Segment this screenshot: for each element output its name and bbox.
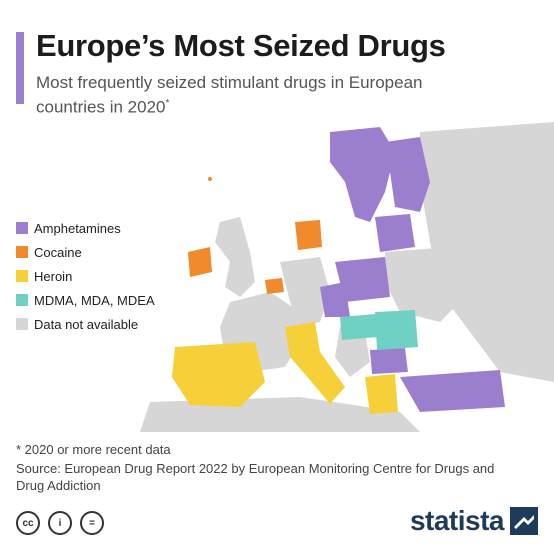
region-denmark: [295, 220, 322, 250]
region-poland: [335, 257, 390, 302]
ukraine-region: [385, 247, 470, 322]
attribution-icon[interactable]: i: [48, 511, 72, 535]
map-legend: Amphetamines Cocaine Heroin MDMA, MDA, M…: [16, 216, 155, 336]
legend-item: Amphetamines: [16, 216, 155, 240]
legend-item: MDMA, MDA, MDEA: [16, 288, 155, 312]
central-europe-region: [280, 257, 330, 327]
region-bulgaria: [370, 348, 408, 374]
legend-swatch: [16, 246, 28, 258]
footnote: * 2020 or more recent data: [16, 442, 171, 457]
no-derivatives-icon[interactable]: =: [80, 511, 104, 535]
region-iceland-dot: [208, 177, 212, 181]
license-icons: cc i =: [16, 511, 104, 535]
subtitle-marker: *: [165, 98, 170, 109]
creative-commons-icon[interactable]: cc: [16, 511, 40, 535]
region-turkey: [400, 370, 505, 412]
legend-label: Heroin: [34, 268, 73, 284]
region-ireland: [188, 247, 212, 277]
region-scandinavia: [330, 127, 395, 222]
statista-logo-icon: [510, 507, 538, 535]
region-belgium: [265, 278, 284, 294]
legend-label: MDMA, MDA, MDEA: [34, 292, 155, 308]
legend-swatch: [16, 222, 28, 234]
region-finland: [385, 137, 430, 212]
europe-map-svg: [0, 122, 554, 432]
statista-logo-svg: [510, 507, 538, 535]
brand-name: statista: [409, 505, 505, 536]
region-iberia: [172, 342, 265, 407]
region-baltics: [375, 214, 415, 252]
legend-label: Data not available: [34, 316, 139, 332]
brand[interactable]: statista: [410, 505, 538, 537]
russia-landmass: [420, 122, 554, 382]
chart-subtitle: Most frequently seized stimulant drugs i…: [36, 72, 456, 118]
legend-swatch: [16, 270, 28, 282]
region-italy: [285, 322, 345, 404]
legend-swatch: [16, 294, 28, 306]
region-greece: [365, 374, 398, 414]
legend-label: Cocaine: [34, 244, 82, 260]
region-romania: [375, 310, 418, 350]
legend-swatch: [16, 318, 28, 330]
legend-item: Cocaine: [16, 240, 155, 264]
source-note: Source: European Drug Report 2022 by Eur…: [16, 461, 495, 493]
accent-bar: [16, 32, 24, 104]
region-hungary: [340, 314, 378, 340]
uk-island: [215, 217, 255, 297]
legend-item: Heroin: [16, 264, 155, 288]
subtitle-text: Most frequently seized stimulant drugs i…: [36, 73, 423, 117]
legend-label: Amphetamines: [34, 220, 121, 236]
legend-item: Data not available: [16, 312, 155, 336]
region-germany: [320, 282, 350, 317]
chart-title: Europe’s Most Seized Drugs: [36, 28, 446, 63]
europe-map: [0, 122, 554, 432]
